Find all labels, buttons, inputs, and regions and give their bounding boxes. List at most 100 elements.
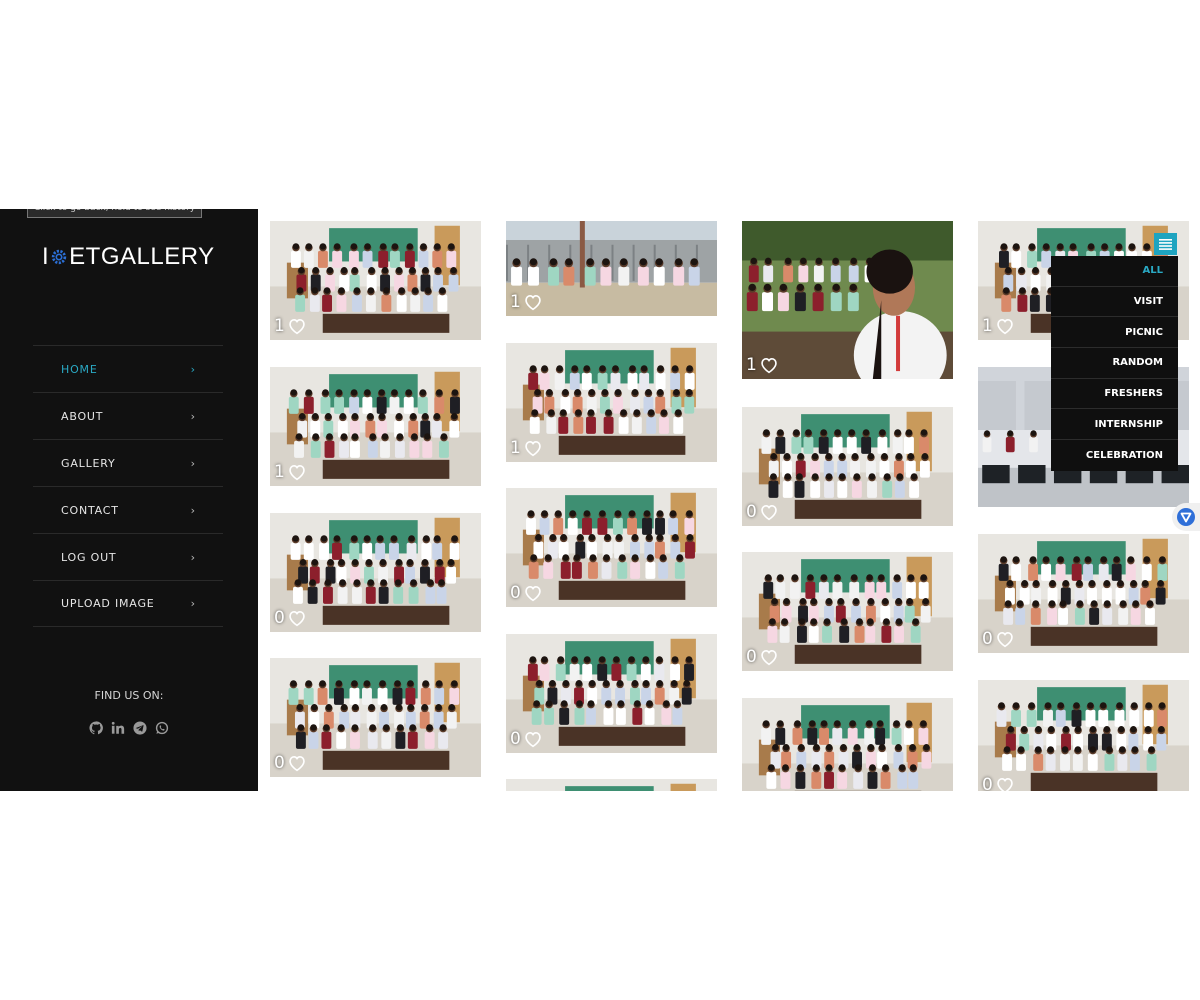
heart-icon[interactable] xyxy=(523,293,543,311)
heart-icon[interactable] xyxy=(287,754,307,772)
social-links xyxy=(0,721,258,735)
gallery-photo[interactable]: 0 xyxy=(270,513,481,632)
nav-item-label: ABOUT xyxy=(61,409,104,423)
filter-menu-button[interactable] xyxy=(1154,233,1177,255)
telegram-icon[interactable] xyxy=(133,721,147,735)
like-count: 0 xyxy=(746,502,757,522)
gallery-photo[interactable] xyxy=(506,779,717,791)
filter-celebration[interactable]: CELEBRATION xyxy=(1085,449,1163,461)
filter-visit[interactable]: VISIT xyxy=(1051,287,1178,318)
heart-icon[interactable] xyxy=(995,776,1015,791)
photo-image xyxy=(742,698,953,791)
gallery-photo[interactable]: 0 xyxy=(742,407,953,526)
like-count: 1 xyxy=(982,316,993,336)
heart-icon[interactable] xyxy=(523,584,543,602)
like-counter[interactable]: 1 xyxy=(274,316,307,336)
like-counter[interactable]: 1 xyxy=(746,355,779,375)
heart-icon[interactable] xyxy=(287,317,307,335)
filter-internship[interactable]: INTERNSHIP xyxy=(1051,409,1178,441)
chevron-right-icon: › xyxy=(190,409,195,423)
chevron-right-icon: › xyxy=(190,503,195,517)
gallery-photo[interactable]: 0 xyxy=(978,534,1189,653)
heart-icon[interactable] xyxy=(759,356,779,374)
photo-image xyxy=(270,513,481,632)
like-counter[interactable]: 0 xyxy=(510,729,543,749)
heart-icon[interactable] xyxy=(287,463,307,481)
filter-freshers[interactable]: FRESHERS xyxy=(1051,379,1178,410)
like-counter[interactable]: 1 xyxy=(982,316,1015,336)
gallery-photo[interactable] xyxy=(742,698,953,791)
logo-suffix: ETGALLERY xyxy=(69,243,215,270)
nav-item-contact[interactable]: CONTACT › xyxy=(33,486,223,533)
gallery-photo[interactable]: 0 xyxy=(270,658,481,777)
like-counter[interactable]: 1 xyxy=(274,462,307,482)
heart-icon[interactable] xyxy=(759,503,779,521)
like-counter[interactable]: 1 xyxy=(510,438,543,458)
gallery-photo[interactable]: 1 xyxy=(506,343,717,462)
gallery-photo[interactable]: 0 xyxy=(978,680,1189,791)
nav-item-label: HOME xyxy=(61,362,98,376)
filter-picnic[interactable]: PICNIC xyxy=(1051,317,1178,349)
nav-item-gallery[interactable]: GALLERY › xyxy=(33,439,223,486)
like-counter[interactable]: 0 xyxy=(746,502,779,522)
like-counter[interactable]: 0 xyxy=(746,647,779,667)
nav-item-about[interactable]: ABOUT › xyxy=(33,392,223,439)
category-filter-dropdown: ALL VISIT PICNIC RANDOM FRESHERS INTERNS… xyxy=(1051,256,1178,471)
like-counter[interactable]: 0 xyxy=(982,629,1015,649)
logo-prefix: I xyxy=(42,243,50,270)
nav-item-upload-image[interactable]: UPLOAD IMAGE › xyxy=(33,580,223,627)
nav-item-label: CONTACT xyxy=(61,503,119,517)
github-icon[interactable] xyxy=(89,721,103,735)
linkedin-icon[interactable] xyxy=(111,721,125,735)
photo-image xyxy=(506,779,717,791)
like-count: 0 xyxy=(510,729,521,749)
gallery-photo[interactable]: 1 xyxy=(270,367,481,486)
heart-icon[interactable] xyxy=(287,609,307,627)
photo-image xyxy=(978,534,1189,653)
like-counter[interactable]: 0 xyxy=(274,753,307,773)
chevron-right-icon: › xyxy=(190,550,195,564)
photo-image xyxy=(742,407,953,526)
site-logo[interactable]: I ETGALLERY xyxy=(42,239,222,275)
filter-all[interactable]: ALL xyxy=(1051,256,1178,287)
sidebar-nav: HOME › ABOUT › GALLERY › CONTACT › LOG O… xyxy=(33,345,223,627)
heart-icon[interactable] xyxy=(995,630,1015,648)
like-counter[interactable]: 0 xyxy=(510,583,543,603)
extension-logo-icon xyxy=(1177,508,1195,526)
heart-icon[interactable] xyxy=(523,439,543,457)
browser-extension-icon[interactable] xyxy=(1172,503,1200,531)
gear-icon xyxy=(51,249,67,265)
like-count: 0 xyxy=(746,647,757,667)
like-counter[interactable]: 0 xyxy=(274,608,307,628)
gallery-photo[interactable]: 0 xyxy=(506,488,717,607)
heart-icon[interactable] xyxy=(759,648,779,666)
photo-image xyxy=(742,221,953,379)
like-counter[interactable]: 0 xyxy=(982,775,1015,791)
like-count: 0 xyxy=(274,608,285,628)
filter-random[interactable]: RANDOM xyxy=(1051,348,1178,379)
gallery-photo[interactable]: 1 xyxy=(506,221,717,316)
chevron-right-icon: › xyxy=(190,362,195,376)
photo-image xyxy=(742,552,953,671)
like-counter[interactable]: 1 xyxy=(510,292,543,312)
photo-image xyxy=(270,658,481,777)
gallery-photo[interactable]: 1 xyxy=(270,221,481,340)
photo-image xyxy=(506,488,717,607)
whatsapp-icon[interactable] xyxy=(155,721,169,735)
heart-icon[interactable] xyxy=(523,730,543,748)
gallery-photo[interactable]: 0 xyxy=(506,634,717,753)
photo-image xyxy=(506,343,717,462)
like-count: 1 xyxy=(274,462,285,482)
page-viewport: I ETGALLERY HOME › ABOUT › GALLERY › CON… xyxy=(0,209,1200,791)
nav-item-home[interactable]: HOME › xyxy=(33,345,223,392)
chevron-right-icon: › xyxy=(190,597,195,610)
like-count: 0 xyxy=(274,753,285,773)
gallery-photo[interactable]: 0 xyxy=(742,552,953,671)
like-count: 1 xyxy=(510,438,521,458)
photo-image xyxy=(978,680,1189,791)
nav-item-label: GALLERY xyxy=(61,456,116,470)
gallery-photo[interactable]: 1 xyxy=(742,221,953,379)
heart-icon[interactable] xyxy=(995,317,1015,335)
like-count: 0 xyxy=(982,629,993,649)
nav-item-logout[interactable]: LOG OUT › xyxy=(33,533,223,580)
